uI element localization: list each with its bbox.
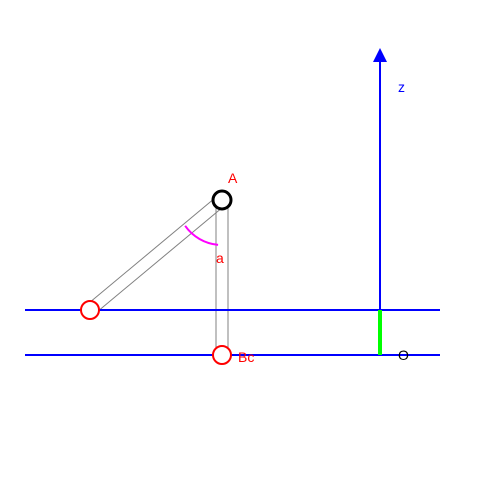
joint-b2 bbox=[213, 346, 231, 364]
angle-arc bbox=[185, 226, 218, 245]
member-line bbox=[94, 205, 226, 315]
joint-b1 bbox=[81, 301, 99, 319]
label-a: a bbox=[216, 250, 224, 266]
member-line bbox=[86, 195, 218, 305]
label-bc: Bc bbox=[238, 349, 254, 365]
label-a: A bbox=[228, 170, 238, 186]
label-o: O bbox=[398, 347, 409, 363]
label-z: z bbox=[398, 79, 405, 95]
joint-a bbox=[213, 191, 231, 209]
